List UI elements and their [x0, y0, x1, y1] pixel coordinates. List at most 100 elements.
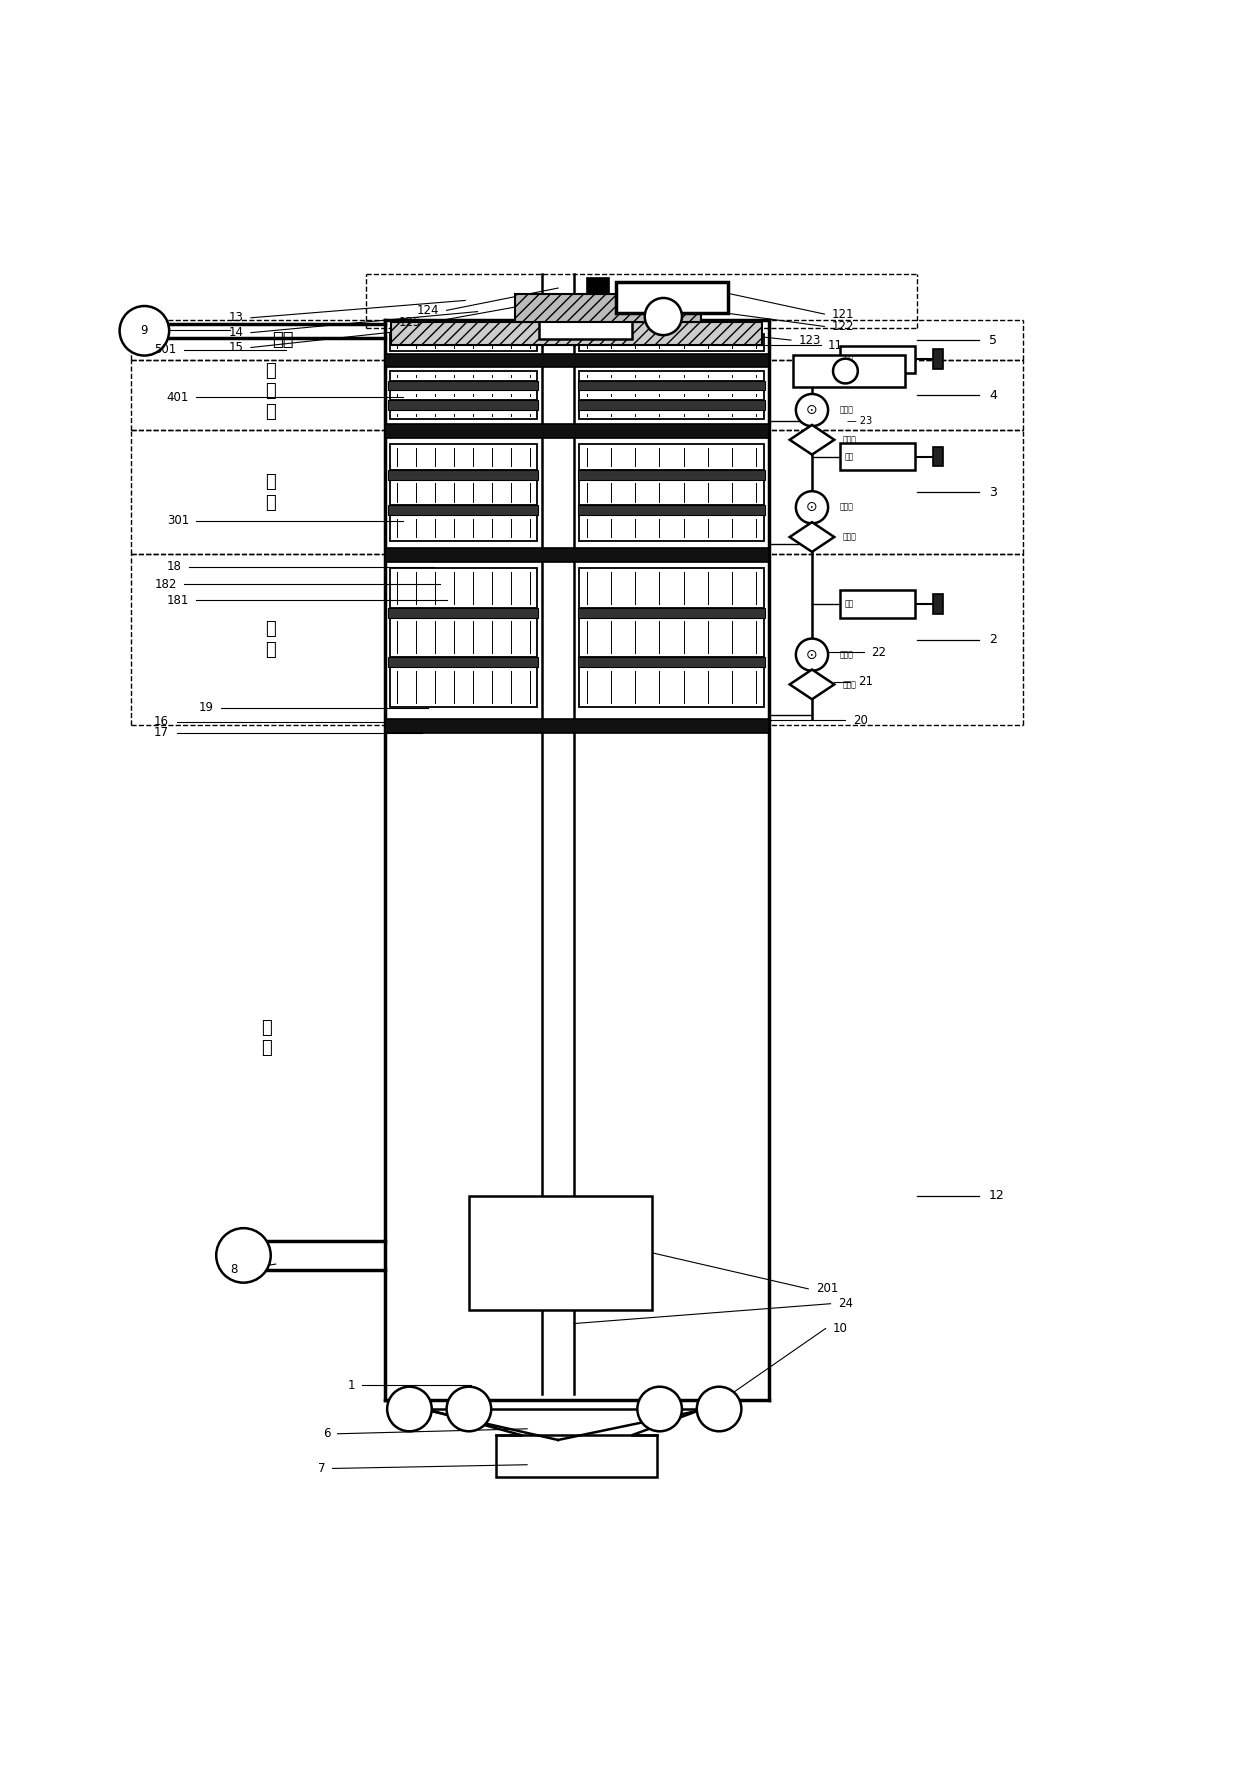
Circle shape	[216, 1228, 270, 1283]
Text: 201: 201	[816, 1282, 838, 1296]
Text: 脱
硫: 脱 硫	[265, 621, 277, 659]
Bar	[384, 353, 769, 368]
Text: 11: 11	[828, 339, 843, 352]
Text: 16: 16	[154, 716, 169, 728]
Circle shape	[637, 1387, 682, 1432]
Circle shape	[645, 298, 682, 336]
Text: — 23: — 23	[847, 416, 872, 425]
Bar	[469, 1196, 652, 1310]
Text: 1: 1	[347, 1380, 355, 1392]
Text: 热
回
收: 热 回 收	[265, 362, 277, 421]
Text: 脱水: 脱水	[273, 330, 294, 350]
Circle shape	[796, 394, 828, 427]
Bar	[578, 505, 765, 516]
Text: 冷端  热泵  热端: 冷端 热泵 热端	[799, 368, 828, 373]
Bar	[578, 657, 765, 668]
Text: 15: 15	[228, 341, 243, 353]
Bar	[389, 444, 537, 469]
Text: 182: 182	[154, 578, 176, 591]
Text: 2: 2	[990, 634, 997, 646]
Bar	[934, 446, 944, 466]
Text: 10: 10	[833, 1323, 848, 1335]
Text: 过滤器: 过滤器	[843, 436, 857, 444]
Text: 22: 22	[872, 646, 887, 659]
Text: 20: 20	[853, 714, 868, 726]
Bar	[578, 400, 765, 411]
Bar	[388, 469, 538, 480]
Text: 过滤器: 过滤器	[843, 680, 857, 689]
Bar	[841, 591, 915, 618]
Bar	[579, 516, 764, 541]
Text: 21: 21	[858, 675, 873, 689]
Bar	[841, 443, 915, 469]
Circle shape	[387, 1387, 432, 1432]
Bar	[389, 668, 537, 707]
Text: 加药: 加药	[844, 452, 853, 461]
Circle shape	[446, 1387, 491, 1432]
Circle shape	[119, 305, 169, 355]
Bar	[496, 1435, 657, 1478]
Bar	[389, 411, 537, 419]
Text: 12: 12	[990, 1189, 1004, 1203]
Bar	[388, 380, 538, 391]
Text: 加药: 加药	[844, 600, 853, 609]
Text: 14: 14	[228, 327, 243, 339]
Bar	[388, 657, 538, 668]
Bar	[384, 719, 769, 732]
Bar	[934, 350, 944, 369]
Text: 6: 6	[322, 1428, 330, 1440]
Text: 18: 18	[166, 560, 181, 573]
Bar	[389, 516, 537, 541]
Bar	[578, 469, 765, 480]
Bar	[389, 371, 537, 380]
Bar	[579, 391, 764, 400]
Circle shape	[697, 1387, 742, 1432]
Text: 9: 9	[140, 323, 148, 337]
Text: 401: 401	[166, 391, 188, 403]
Text: 脱
硝: 脱 硝	[265, 473, 277, 512]
Text: 121: 121	[832, 307, 854, 321]
Polygon shape	[790, 669, 835, 700]
Bar	[578, 607, 765, 618]
Text: 循环泵: 循环泵	[839, 405, 853, 414]
Circle shape	[796, 491, 828, 523]
Text: 加药: 加药	[844, 355, 853, 364]
Text: 4: 4	[990, 389, 997, 402]
Bar	[389, 391, 537, 400]
Bar	[579, 411, 764, 419]
Bar	[388, 607, 538, 618]
Text: 125: 125	[398, 316, 420, 328]
Bar	[388, 400, 538, 411]
Bar	[389, 334, 537, 352]
Text: 24: 24	[838, 1298, 853, 1310]
Bar	[389, 568, 537, 607]
Text: 181: 181	[166, 594, 188, 607]
Bar	[384, 425, 769, 437]
Text: 13: 13	[228, 311, 243, 325]
Bar	[579, 334, 764, 352]
Bar	[579, 618, 764, 657]
Bar	[539, 318, 632, 339]
Bar	[388, 505, 538, 516]
Text: 循环泵: 循环泵	[839, 650, 853, 659]
Bar	[389, 480, 537, 505]
Bar	[934, 594, 944, 614]
Circle shape	[796, 639, 828, 671]
Bar	[579, 568, 764, 607]
Text: 123: 123	[799, 334, 821, 346]
Text: ⊙: ⊙	[806, 648, 818, 662]
Text: 124: 124	[417, 303, 439, 318]
Bar	[616, 282, 728, 312]
Text: 循环泵: 循环泵	[839, 503, 853, 512]
Text: 除
尘: 除 尘	[262, 1019, 273, 1057]
Circle shape	[833, 359, 858, 384]
Bar	[578, 380, 765, 391]
Bar	[389, 618, 537, 657]
Text: 501: 501	[154, 343, 176, 357]
Text: 8: 8	[229, 1262, 237, 1276]
Text: 17: 17	[154, 726, 169, 739]
Text: 5: 5	[990, 334, 997, 346]
Text: 过滤器: 过滤器	[843, 532, 857, 541]
Bar	[579, 480, 764, 505]
Bar	[515, 295, 701, 321]
